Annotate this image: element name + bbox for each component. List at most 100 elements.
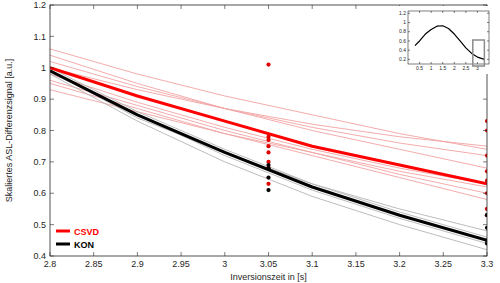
x-tick: [312, 5, 313, 9]
x-tick: [419, 62, 420, 64]
y-tick-label: 0.4: [33, 251, 46, 261]
subject-line: [50, 71, 487, 231]
subject-line: [50, 61, 487, 155]
plot-frame: [408, 11, 489, 64]
y-tick-label: 0.7: [33, 157, 46, 167]
y-tick-label: 0.4: [399, 47, 406, 53]
x-tick: [431, 62, 432, 64]
y-tick: [487, 31, 489, 32]
y-tick-label: 0.5: [33, 220, 46, 230]
x-tick: [443, 252, 444, 256]
data-point: [266, 144, 270, 148]
y-tick-label: 1.2: [399, 10, 406, 16]
x-tick-label: 3: [222, 259, 227, 269]
y-tick-label: 1.1: [33, 32, 46, 42]
y-tick: [487, 50, 489, 51]
x-tick-label: 3.25: [435, 259, 453, 269]
x-tick: [137, 252, 138, 256]
y-tick: [50, 67, 54, 68]
x-tick-label: 3.2: [393, 259, 406, 269]
y-tick-label: 0.6: [33, 188, 46, 198]
subject-line: [50, 80, 487, 193]
subject-line: [50, 71, 487, 244]
x-tick-label: 1: [430, 65, 433, 71]
x-tick-label: 3.3: [481, 259, 494, 269]
x-tick-label: 0.5: [416, 65, 423, 71]
x-tick: [312, 252, 313, 256]
data-point: [266, 150, 270, 154]
x-tick: [442, 62, 443, 64]
legend: CSVDKON: [56, 227, 100, 250]
y-tick-label: 1: [403, 19, 406, 25]
data-point: [266, 175, 270, 179]
x-tick: [181, 5, 182, 9]
x-tick: [477, 11, 478, 13]
y-tick: [50, 193, 54, 194]
y-tick-label: 0.9: [33, 94, 46, 104]
y-tick-label: 0.8: [399, 28, 406, 34]
y-tick: [487, 40, 489, 41]
x-tick: [454, 62, 455, 64]
x-tick: [487, 252, 488, 256]
y-tick: [483, 99, 487, 100]
y-tick: [408, 22, 410, 23]
x-tick-label: 1.5: [439, 65, 446, 71]
x-tick-label: 2: [453, 65, 456, 71]
plot-area: [415, 26, 484, 60]
x-tick: [268, 252, 269, 256]
x-tick: [50, 5, 51, 9]
x-tick: [477, 62, 478, 64]
x-tick-label: 3.1: [306, 259, 319, 269]
x-tick: [93, 252, 94, 256]
data-point: [266, 63, 270, 67]
y-tick: [408, 13, 410, 14]
y-tick: [408, 40, 410, 41]
y-tick: [483, 161, 487, 162]
x-tick: [465, 62, 466, 64]
subject-line: [50, 74, 487, 250]
x-tick: [181, 252, 182, 256]
zoom-box: [473, 40, 485, 66]
y-tick: [408, 31, 410, 32]
main-chart: 2.82.852.92.9533.053.13.153.23.253.30.40…: [4, 0, 493, 282]
inset-background: [392, 6, 494, 74]
x-tick: [268, 5, 269, 9]
x-tick-label: 3.05: [260, 259, 278, 269]
y-tick: [50, 256, 54, 257]
y-tick-label: 1.2: [33, 0, 46, 10]
chart: 2.82.852.92.9533.053.13.153.23.253.30.40…: [0, 0, 500, 283]
x-tick-label: 2.5: [462, 65, 469, 71]
y-tick-label: 0.8: [33, 126, 46, 136]
background: [0, 0, 500, 283]
subject-line: [50, 68, 487, 237]
y-axis-label: Skaliertes ASL-Differenzsignal [a.u.]: [4, 59, 14, 202]
y-tick: [50, 5, 54, 6]
y-tick-label: 1: [41, 63, 46, 73]
x-tick: [419, 11, 420, 13]
x-tick: [224, 252, 225, 256]
y-tick: [50, 130, 54, 131]
legend-label: CSVD: [74, 227, 100, 237]
y-tick-label: 0.6: [399, 38, 406, 44]
x-tick-label: 2.85: [85, 259, 103, 269]
x-tick: [454, 11, 455, 13]
y-tick: [50, 99, 54, 100]
x-tick-label: 2.95: [172, 259, 190, 269]
y-tick: [483, 224, 487, 225]
series-line: [50, 71, 487, 240]
x-tick: [399, 252, 400, 256]
x-tick: [93, 5, 94, 9]
legend-swatch: [56, 230, 70, 233]
y-tick: [408, 50, 410, 51]
y-tick: [483, 5, 487, 6]
x-tick: [50, 252, 51, 256]
data-point: [266, 188, 270, 192]
y-tick: [483, 193, 487, 194]
x-tick: [355, 252, 356, 256]
data-point: [266, 182, 270, 186]
y-tick: [483, 130, 487, 131]
y-tick: [50, 36, 54, 37]
x-tick: [355, 5, 356, 9]
x-axis-label: Inversionszeit in [s]: [230, 272, 307, 282]
y-tick-label: 0.2: [399, 56, 406, 62]
